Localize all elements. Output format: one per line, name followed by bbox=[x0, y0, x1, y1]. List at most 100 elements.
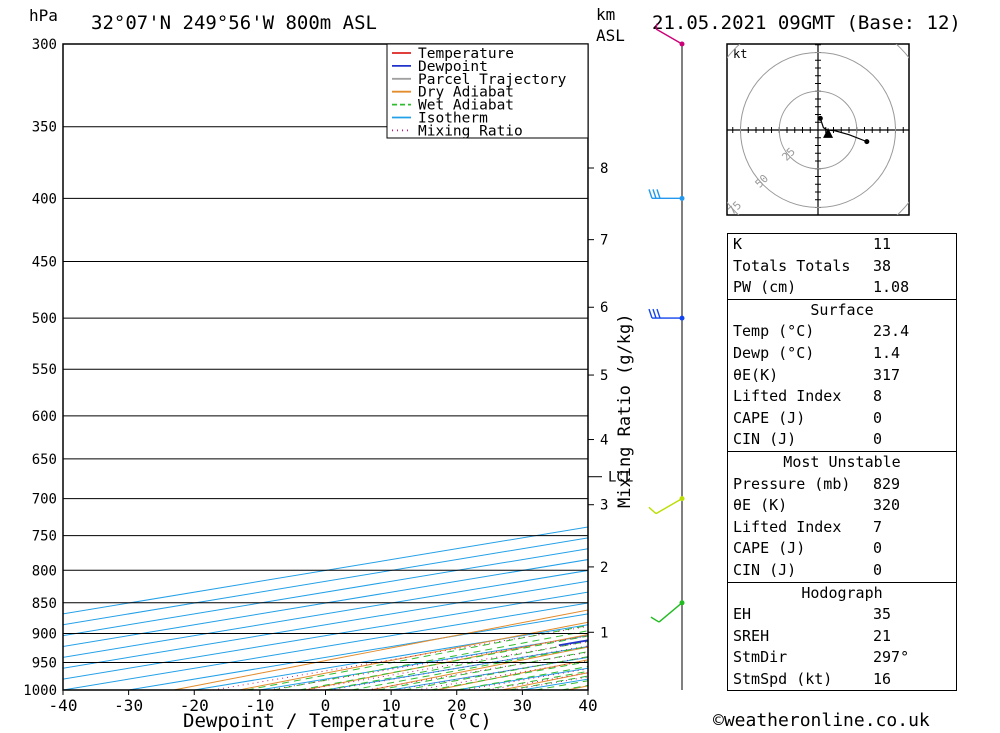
index-row-totals: Totals Totals 38 bbox=[728, 256, 956, 278]
wind-barb-feather bbox=[652, 308, 657, 319]
isotherm-line bbox=[63, 537, 588, 626]
index-value: 317 bbox=[873, 365, 901, 384]
wind-barb-dot bbox=[679, 496, 685, 502]
wind-barb-feather bbox=[648, 189, 653, 199]
wind-barb-feather bbox=[652, 189, 657, 199]
index-value: 297° bbox=[873, 648, 910, 667]
indices-most-unstable-section: Most Unstable Pressure (mb) 829 θE (K) 320… bbox=[728, 450, 956, 582]
pressure-tick-label: 950 bbox=[32, 655, 57, 671]
hodograph-trace bbox=[819, 118, 868, 143]
wind-barb-shaft bbox=[658, 602, 683, 623]
index-label: Lifted Index bbox=[733, 517, 842, 536]
height-axis: 1 2 3 4 5 6 7 8 LCL bbox=[587, 44, 633, 690]
legend-label: Temperature bbox=[418, 46, 514, 62]
indices-surface-section: Surface Temp (°C) 23.4 Dewp (°C) 1.4 θE(K)… bbox=[728, 298, 956, 451]
index-value: 0 bbox=[873, 408, 883, 427]
pressure-tick-label: 1000 bbox=[23, 683, 57, 699]
hodograph-row: StmDir 297° bbox=[728, 647, 956, 669]
pressure-tick-label: 650 bbox=[32, 452, 57, 468]
surface-row: CAPE (J) 0 bbox=[728, 408, 956, 430]
index-label: Lifted Index bbox=[733, 387, 842, 406]
pressure-tick-label: 500 bbox=[32, 311, 57, 327]
height-tick-label: 6 bbox=[600, 300, 608, 316]
hodograph-row: SREH 21 bbox=[728, 626, 956, 648]
height-tick-label: 8 bbox=[600, 161, 608, 177]
wind-barb-dot bbox=[679, 315, 685, 321]
isotherm-line bbox=[63, 548, 588, 637]
height-tick-label: 3 bbox=[600, 498, 608, 514]
index-value: 1.4 bbox=[873, 343, 901, 362]
hodograph-storm-motion-marker bbox=[823, 127, 834, 138]
isotherm-line bbox=[63, 526, 588, 615]
index-value: 21 bbox=[873, 626, 892, 645]
pressure-tick-label: 600 bbox=[32, 409, 57, 425]
pressure-tick-label: 350 bbox=[32, 120, 57, 136]
pressure-tick-label: 750 bbox=[32, 529, 57, 545]
lcl-label: LCL bbox=[608, 470, 633, 486]
hodograph-row: EH 35 bbox=[728, 604, 956, 626]
surface-row: Lifted Index 8 bbox=[728, 386, 956, 408]
pressure-tick-label: 700 bbox=[32, 492, 57, 508]
index-label: EH bbox=[733, 605, 752, 624]
index-label: Temp (°C) bbox=[733, 322, 815, 341]
x-tick-label: -40 bbox=[49, 696, 78, 715]
indices-hodograph-section: Hodograph EH 35 SREH 21 StmDir 297° StmSpd … bbox=[728, 581, 956, 691]
index-value: 7 bbox=[873, 517, 883, 536]
legend-label: Dry Adiabat bbox=[418, 85, 514, 101]
surface-row: CIN (J) 0 bbox=[728, 429, 956, 451]
x-tick-label: 30 bbox=[513, 696, 532, 715]
wind-barb-feather bbox=[656, 189, 661, 199]
legend-label: Wet Adiabat bbox=[418, 98, 514, 114]
surface-row: Temp (°C) 23.4 bbox=[728, 321, 956, 343]
index-value: 8 bbox=[873, 387, 883, 406]
isotherm-line bbox=[63, 569, 588, 658]
index-value: 11 bbox=[873, 235, 892, 253]
height-tick-label: 2 bbox=[600, 560, 608, 576]
pressure-tick-label: 450 bbox=[32, 255, 57, 271]
index-label: StmDir bbox=[733, 648, 788, 667]
wind-barb-feather bbox=[656, 308, 661, 319]
wind-barb-feather bbox=[648, 308, 653, 319]
wind-barb-dot bbox=[679, 195, 685, 201]
index-label: CIN (J) bbox=[733, 430, 797, 449]
index-label: Dewp (°C) bbox=[733, 343, 815, 362]
x-tick-label: 0 bbox=[321, 696, 331, 715]
most-unstable-row: θE (K) 320 bbox=[728, 495, 956, 517]
x-tick-label: 10 bbox=[381, 696, 400, 715]
isotherm-line bbox=[63, 580, 588, 669]
index-label: CIN (J) bbox=[733, 560, 797, 579]
hodograph-ring bbox=[740, 52, 896, 208]
wind-barb-feather bbox=[648, 506, 657, 515]
pressure-tick-label: 800 bbox=[32, 563, 57, 579]
index-label: PW (cm) bbox=[733, 278, 797, 297]
pressure-tick-label: 300 bbox=[32, 37, 57, 53]
indices-general-section: K 11 Totals Totals 38 PW (cm) 1.08 bbox=[728, 234, 956, 299]
index-value: 0 bbox=[873, 430, 883, 449]
index-value: 38 bbox=[873, 256, 892, 275]
height-tick-label: 4 bbox=[600, 433, 608, 449]
hodograph-row: StmSpd (kt) 16 bbox=[728, 669, 956, 691]
legend-label: Mixing Ratio bbox=[418, 123, 523, 139]
index-label: θE (K) bbox=[733, 496, 788, 515]
mixing-ratio-line bbox=[329, 645, 588, 690]
most-unstable-row: Pressure (mb) 829 bbox=[728, 474, 956, 496]
legend-box bbox=[386, 43, 589, 139]
legend-label: Isotherm bbox=[418, 111, 488, 127]
wind-barb-shaft bbox=[655, 498, 683, 515]
index-value: 0 bbox=[873, 560, 883, 579]
pressure-tick-label: 850 bbox=[32, 596, 57, 612]
credit-text[interactable]: ©weatheronline.co.uk bbox=[713, 710, 930, 731]
wind-barb-feather bbox=[650, 616, 660, 623]
index-label: Pressure (mb) bbox=[733, 474, 851, 493]
hodograph-start-point bbox=[817, 115, 823, 121]
indices-table: K 11 Totals Totals 38 PW (cm) 1.08 Surface … bbox=[727, 233, 957, 692]
plot-background-lines bbox=[63, 526, 588, 690]
x-tick-label: 20 bbox=[447, 696, 466, 715]
x-tick-label: 40 bbox=[578, 696, 597, 715]
height-tick-label: 5 bbox=[600, 368, 608, 384]
hodograph-end-point bbox=[864, 139, 870, 145]
x-tick-label: -20 bbox=[180, 696, 209, 715]
index-row-k: K 11 bbox=[728, 234, 956, 256]
